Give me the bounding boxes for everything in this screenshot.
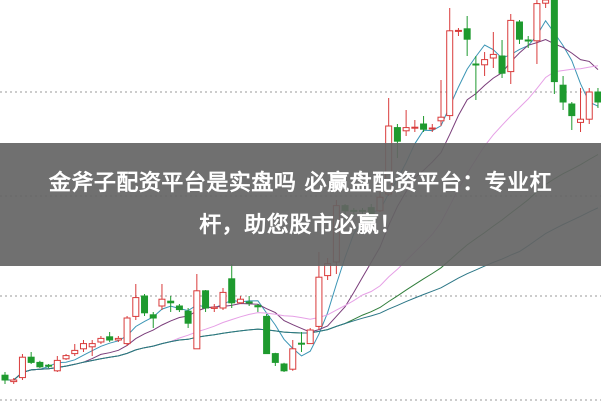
candle-down (202, 290, 210, 309)
candle-up (62, 355, 70, 360)
candle-down (141, 295, 149, 314)
candle-up (306, 329, 314, 345)
candle-up (210, 306, 218, 309)
candle-down (263, 315, 271, 355)
candle-down (472, 63, 480, 66)
candle-down (245, 301, 253, 304)
candle-up (97, 337, 105, 343)
candle-down (184, 310, 192, 324)
candle-up (236, 298, 244, 304)
candle-down (297, 342, 305, 345)
candle-up (71, 349, 79, 355)
candle-up (114, 337, 122, 341)
candle-down (254, 305, 262, 308)
candle-up (446, 30, 454, 117)
candle-up (533, 3, 541, 42)
candle-up (315, 276, 323, 327)
candle-down (167, 300, 175, 304)
candle-up (158, 298, 166, 307)
candle-down (463, 28, 471, 40)
candle-up (123, 317, 131, 345)
candle-down (594, 91, 601, 103)
candle-up (88, 343, 96, 348)
candle-down (420, 123, 428, 130)
candle-up (402, 127, 410, 132)
candle-up (219, 291, 227, 309)
candle-up (79, 343, 87, 350)
banner-title-line-1: 金斧子配资平台是实盘吗 必赢盘配资平台：专业杠 (48, 170, 553, 196)
candle-down (1, 374, 9, 381)
ma5-line (5, 19, 599, 381)
candle-up (507, 19, 515, 73)
candle-up (542, 0, 550, 4)
candle-down (149, 314, 157, 319)
candle-up (454, 29, 462, 32)
candle-down (45, 364, 53, 367)
candle-up (132, 297, 140, 317)
candle-up (289, 348, 297, 370)
candle-up (10, 379, 18, 383)
candle-up (193, 290, 201, 350)
candle-up (53, 359, 61, 372)
candle-up (437, 116, 445, 122)
candle-down (550, 0, 558, 83)
ma10-line (5, 38, 599, 381)
candle-down (106, 336, 114, 341)
candle-down (36, 361, 44, 368)
candle-down (175, 305, 183, 311)
candle-up (411, 126, 419, 129)
candle-down (524, 39, 532, 42)
candle-down (559, 84, 567, 103)
candle-up (428, 127, 436, 130)
candle-down (27, 356, 35, 363)
candle-down (515, 21, 523, 40)
candle-down (228, 278, 236, 304)
candle-up (489, 53, 497, 59)
candle-up (577, 118, 585, 123)
candle-down (568, 103, 576, 117)
candle-down (393, 127, 401, 142)
candle-up (18, 356, 26, 379)
banner-title-line-2: 杆，助您股市必赢！ (199, 212, 402, 238)
candle-down (498, 55, 506, 74)
candle-up (585, 91, 593, 120)
title-banner: 金斧子配资平台是实盘吗 必赢盘配资平台：专业杠 杆，助您股市必赢！ (0, 143, 601, 266)
candle-down (280, 363, 288, 372)
candle-up (481, 59, 489, 66)
candle-down (271, 353, 279, 363)
